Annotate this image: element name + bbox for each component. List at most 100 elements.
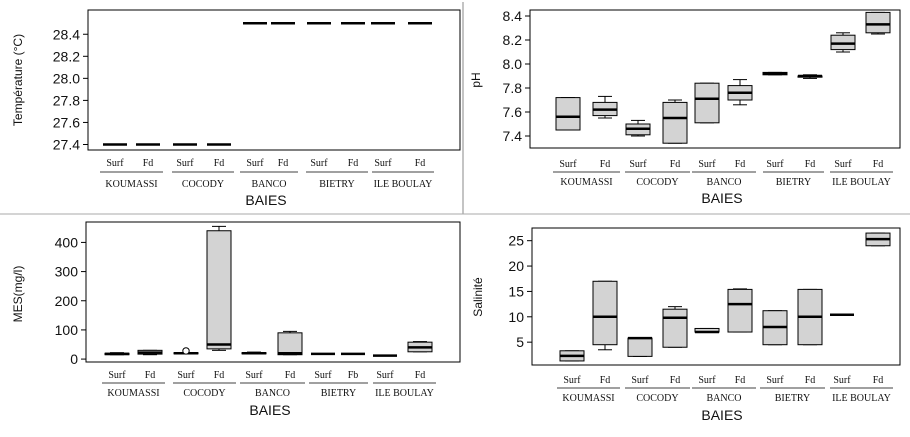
x-category-label: Surf (698, 159, 716, 170)
box-surf-4 (241, 351, 267, 355)
x-category-label: Fd (600, 375, 611, 386)
x-category-label: Surf (559, 159, 577, 170)
box-fd-7 (797, 74, 823, 79)
x-category-label: Surf (766, 159, 784, 170)
x-group-label: BANCO (251, 179, 286, 190)
x-category-label: Fb (348, 370, 359, 381)
plot-frame (529, 9, 901, 149)
x-category-label: Surf (176, 158, 194, 169)
x-category-label: Surf (563, 375, 581, 386)
x-axis-label: BAIES (245, 192, 286, 208)
x-category-label: Fd (143, 158, 154, 169)
x-group-label: COCODY (183, 388, 225, 399)
y-axis-label: Température (°C) (11, 34, 25, 126)
box-body (206, 230, 232, 350)
x-category-label: Fd (214, 370, 225, 381)
x-group-label: KOUMASSI (562, 393, 614, 404)
x-category-label: Surf (177, 370, 195, 381)
box-surf-2 (627, 336, 653, 357)
box-body (865, 11, 891, 34)
x-group-label: KOUMASSI (107, 388, 159, 399)
x-group-label: KOUMASSI (105, 179, 157, 190)
x-group-label: BIETRY (319, 179, 355, 190)
y-tick-label: 28.4 (53, 26, 80, 42)
x-category-label: Fd (805, 159, 816, 170)
y-tick-label: 400 (55, 234, 79, 250)
y-tick-label: 8.2 (503, 32, 523, 48)
y-axis-label: pH (469, 72, 483, 87)
x-category-label: Surf (834, 159, 852, 170)
box-fd-3 (662, 99, 688, 144)
x-category-label: Fd (415, 370, 426, 381)
y-tick-label: 27.8 (53, 92, 80, 108)
x-category-label: Surf (314, 370, 332, 381)
box-body (277, 332, 303, 356)
outlier-point (182, 347, 190, 355)
x-category-label: Surf (310, 158, 328, 169)
box-surf-6 (762, 310, 788, 346)
y-tick-label: 8.4 (503, 8, 523, 24)
x-category-label: Fd (285, 370, 296, 381)
x-category-label: Fd (278, 158, 289, 169)
box-fd-1 (592, 280, 618, 351)
plot-frame (85, 221, 461, 363)
x-category-label: Surf (629, 159, 647, 170)
x-category-label: Surf (631, 375, 649, 386)
temperature-chart: 27.4 27.6 27.8 28.0 28.2 28.4 Température (°C)… (11, 9, 461, 208)
x-category-label: Surf (246, 158, 264, 169)
box-surf-0 (104, 352, 130, 356)
box-fd-1 (137, 349, 163, 356)
plot-frame (87, 9, 461, 151)
box-surf-2 (625, 119, 651, 137)
x-axis-label: BAIES (701, 190, 742, 206)
y-tick-label: 28.0 (53, 70, 80, 86)
box-surf-0 (555, 97, 581, 131)
x-group-label: BANCO (255, 388, 290, 399)
x-category-label: Fd (873, 375, 884, 386)
x-category-label: Surf (833, 375, 851, 386)
x-group-label: COCODY (182, 179, 224, 190)
x-category-label: Surf (698, 375, 716, 386)
box-body (627, 337, 653, 357)
x-group-label: BIETRY (775, 393, 811, 404)
y-tick-label: 100 (55, 322, 79, 338)
y-tick-label: 28.2 (53, 48, 80, 64)
y-tick-label: 20 (508, 258, 524, 274)
box-surf-8 (830, 32, 856, 53)
salinite-chart: 5 10 15 20 25 Salinité Surf Fd Surf Fd Surf Fd Surf F… (471, 227, 901, 423)
x-group-label: KOUMASSI (560, 177, 612, 188)
y-tick-label: 10 (508, 309, 524, 325)
y-tick-label: 27.4 (53, 136, 80, 152)
x-group-label: BANCO (706, 177, 741, 188)
box-fd-3 (662, 306, 688, 348)
box-fd-7 (797, 288, 823, 346)
y-axis-label: Salinité (471, 277, 485, 317)
box-body (694, 82, 720, 124)
x-category-label: Surf (766, 375, 784, 386)
x-category-label: Fd (145, 370, 156, 381)
box-fd-9 (407, 341, 433, 353)
box-fd-5 (727, 288, 753, 333)
y-tick-label: 27.6 (53, 114, 80, 130)
x-group-label: ILE BOULAY (375, 388, 434, 399)
box-surf-2 (173, 347, 199, 355)
x-group-label: ILE BOULAY (374, 179, 433, 190)
y-tick-label: 300 (55, 264, 79, 280)
box-fd-5 (727, 79, 753, 106)
x-category-label: Fd (600, 159, 611, 170)
x-axis-label: BAIES (701, 407, 742, 423)
plot-frame (531, 227, 901, 366)
x-group-label: COCODY (636, 393, 678, 404)
x-category-label: Surf (374, 158, 392, 169)
ph-chart: 7.4 7.6 7.8 8.0 8.2 8.4 pH Surf Fd Surf Fd Surf Fd Su… (469, 8, 901, 206)
x-group-label: BIETRY (321, 388, 357, 399)
box-body (727, 288, 753, 333)
x-category-label: Surf (108, 370, 126, 381)
x-category-label: Surf (376, 370, 394, 381)
y-tick-label: 15 (508, 283, 524, 299)
box-body (662, 101, 688, 144)
box-body (662, 308, 688, 348)
y-tick-label: 7.6 (503, 104, 523, 120)
y-tick-label: 7.4 (503, 128, 523, 144)
